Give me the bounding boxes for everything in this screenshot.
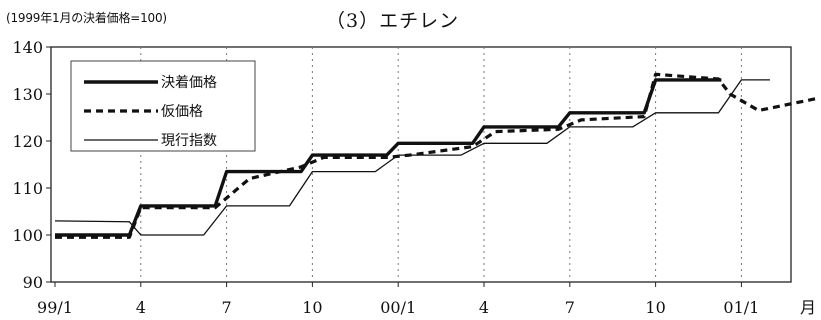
x-axis-unit-label: 月 — [800, 298, 816, 317]
legend-label: 現行指数 — [161, 133, 217, 149]
x-tick-label: 99/1 — [37, 298, 73, 317]
y-tick-label: 120 — [12, 132, 43, 151]
legend-box — [70, 60, 256, 152]
y-tick-label: 90 — [23, 273, 43, 292]
x-tick-label: 00/1 — [380, 298, 416, 317]
x-axis-ticks: 99/1 4 7 10 00/1 4 7 10 01/1 — [37, 282, 759, 317]
x-tick-label: 7 — [222, 298, 232, 317]
x-tick-label: 7 — [565, 298, 575, 317]
x-tick-label: 01/1 — [723, 298, 759, 317]
legend-label: 仮価格 — [161, 104, 203, 120]
x-tick-label: 10 — [645, 298, 665, 317]
series-lines — [54, 72, 817, 239]
legend-label: 決着価格 — [161, 75, 217, 91]
y-axis-ticks: 90 100 110 120 130 140 — [12, 38, 51, 292]
series-line-thin-solid — [54, 79, 770, 236]
y-tick-label: 110 — [12, 179, 43, 198]
x-tick-label: 4 — [479, 298, 489, 317]
x-tick-label: 10 — [302, 298, 322, 317]
chart-title: （3）エチレン — [326, 10, 460, 32]
y-tick-label: 140 — [12, 38, 43, 57]
x-tick-label: 4 — [136, 298, 146, 317]
y-tick-label: 100 — [12, 226, 43, 245]
series-line-thick-solid — [55, 78, 722, 237]
y-tick-label: 130 — [12, 85, 43, 104]
base-note: (1999年1月の決着価格=100) — [6, 11, 167, 25]
